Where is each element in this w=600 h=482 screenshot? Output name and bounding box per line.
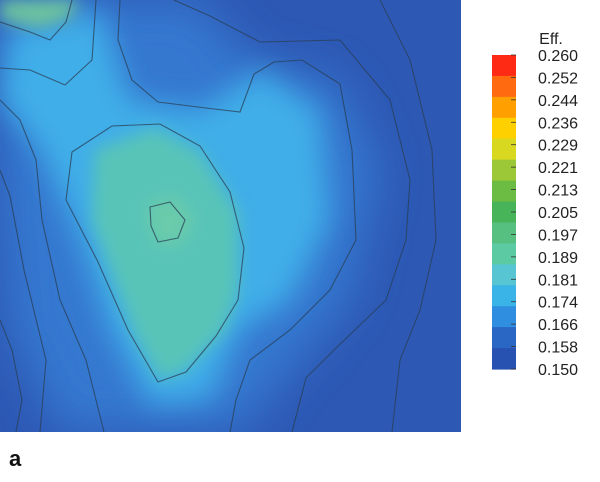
colorbar-ticks [511, 54, 516, 370]
colorbar-band [492, 348, 516, 370]
colorbar-band [492, 96, 516, 119]
field-band-center [92, 128, 238, 380]
colorbar-band [492, 285, 516, 307]
contour-center-peak [149, 201, 186, 243]
colorbar-band [492, 222, 516, 244]
colorbar-tick-label: 0.260 [538, 48, 578, 65]
colorbar: Eff. 0.260 0.252 0.244 0.236 0.229 0.221 0.213… [492, 31, 578, 379]
colorbar-band [492, 201, 516, 224]
colorbar-tick-label: 0.174 [538, 295, 578, 312]
colorbar-bands [492, 55, 516, 370]
field-peak-top-left [0, 0, 80, 28]
contour-top-left-peak [0, 0, 73, 41]
field-peak-center [145, 195, 195, 245]
colorbar-tick-label: 0.221 [538, 160, 578, 177]
colorbar-tick-label: 0.236 [538, 115, 578, 132]
colorbar-band [492, 117, 516, 140]
contour-left-edge [0, 99, 105, 432]
colorbar-tick-label: 0.229 [538, 138, 578, 155]
contour-outer [0, 0, 411, 432]
colorbar-band [492, 327, 516, 349]
contour-plot [0, 0, 461, 432]
colorbar-tick-label: 0.150 [538, 362, 578, 379]
colorbar-tick-label: 0.252 [538, 70, 578, 87]
colorbar-band [492, 75, 516, 98]
colorbar-tick-label: 0.244 [538, 93, 578, 110]
panel-label: a [9, 446, 22, 471]
colorbar-tick-label: 0.189 [538, 250, 578, 267]
colorbar-tick-label: 0.166 [538, 317, 578, 334]
colorbar-tick-label: 0.205 [538, 205, 578, 222]
contour-lines [0, 0, 437, 432]
colorbar-tick-label: 0.197 [538, 227, 578, 244]
colorbar-tick-label: 0.181 [538, 272, 578, 289]
colorbar-tick-label: 0.158 [538, 340, 578, 357]
colorbar-tick-label: 0.213 [538, 183, 578, 200]
colorbar-title: Eff. [539, 31, 563, 48]
colorbar-band [492, 264, 516, 286]
colorbar-band [492, 306, 516, 328]
colorbar-band [492, 55, 516, 77]
colorbar-band [492, 180, 516, 203]
contour-center-plateau [65, 123, 245, 383]
contour-channel [0, 0, 357, 432]
colorbar-band [492, 138, 516, 161]
colorbar-band [492, 243, 516, 265]
colorbar-band [492, 159, 516, 182]
contour-far-outer [379, 0, 437, 432]
colorbar-labels: 0.260 0.252 0.244 0.236 0.229 0.221 0.213 0.205… [538, 48, 578, 379]
